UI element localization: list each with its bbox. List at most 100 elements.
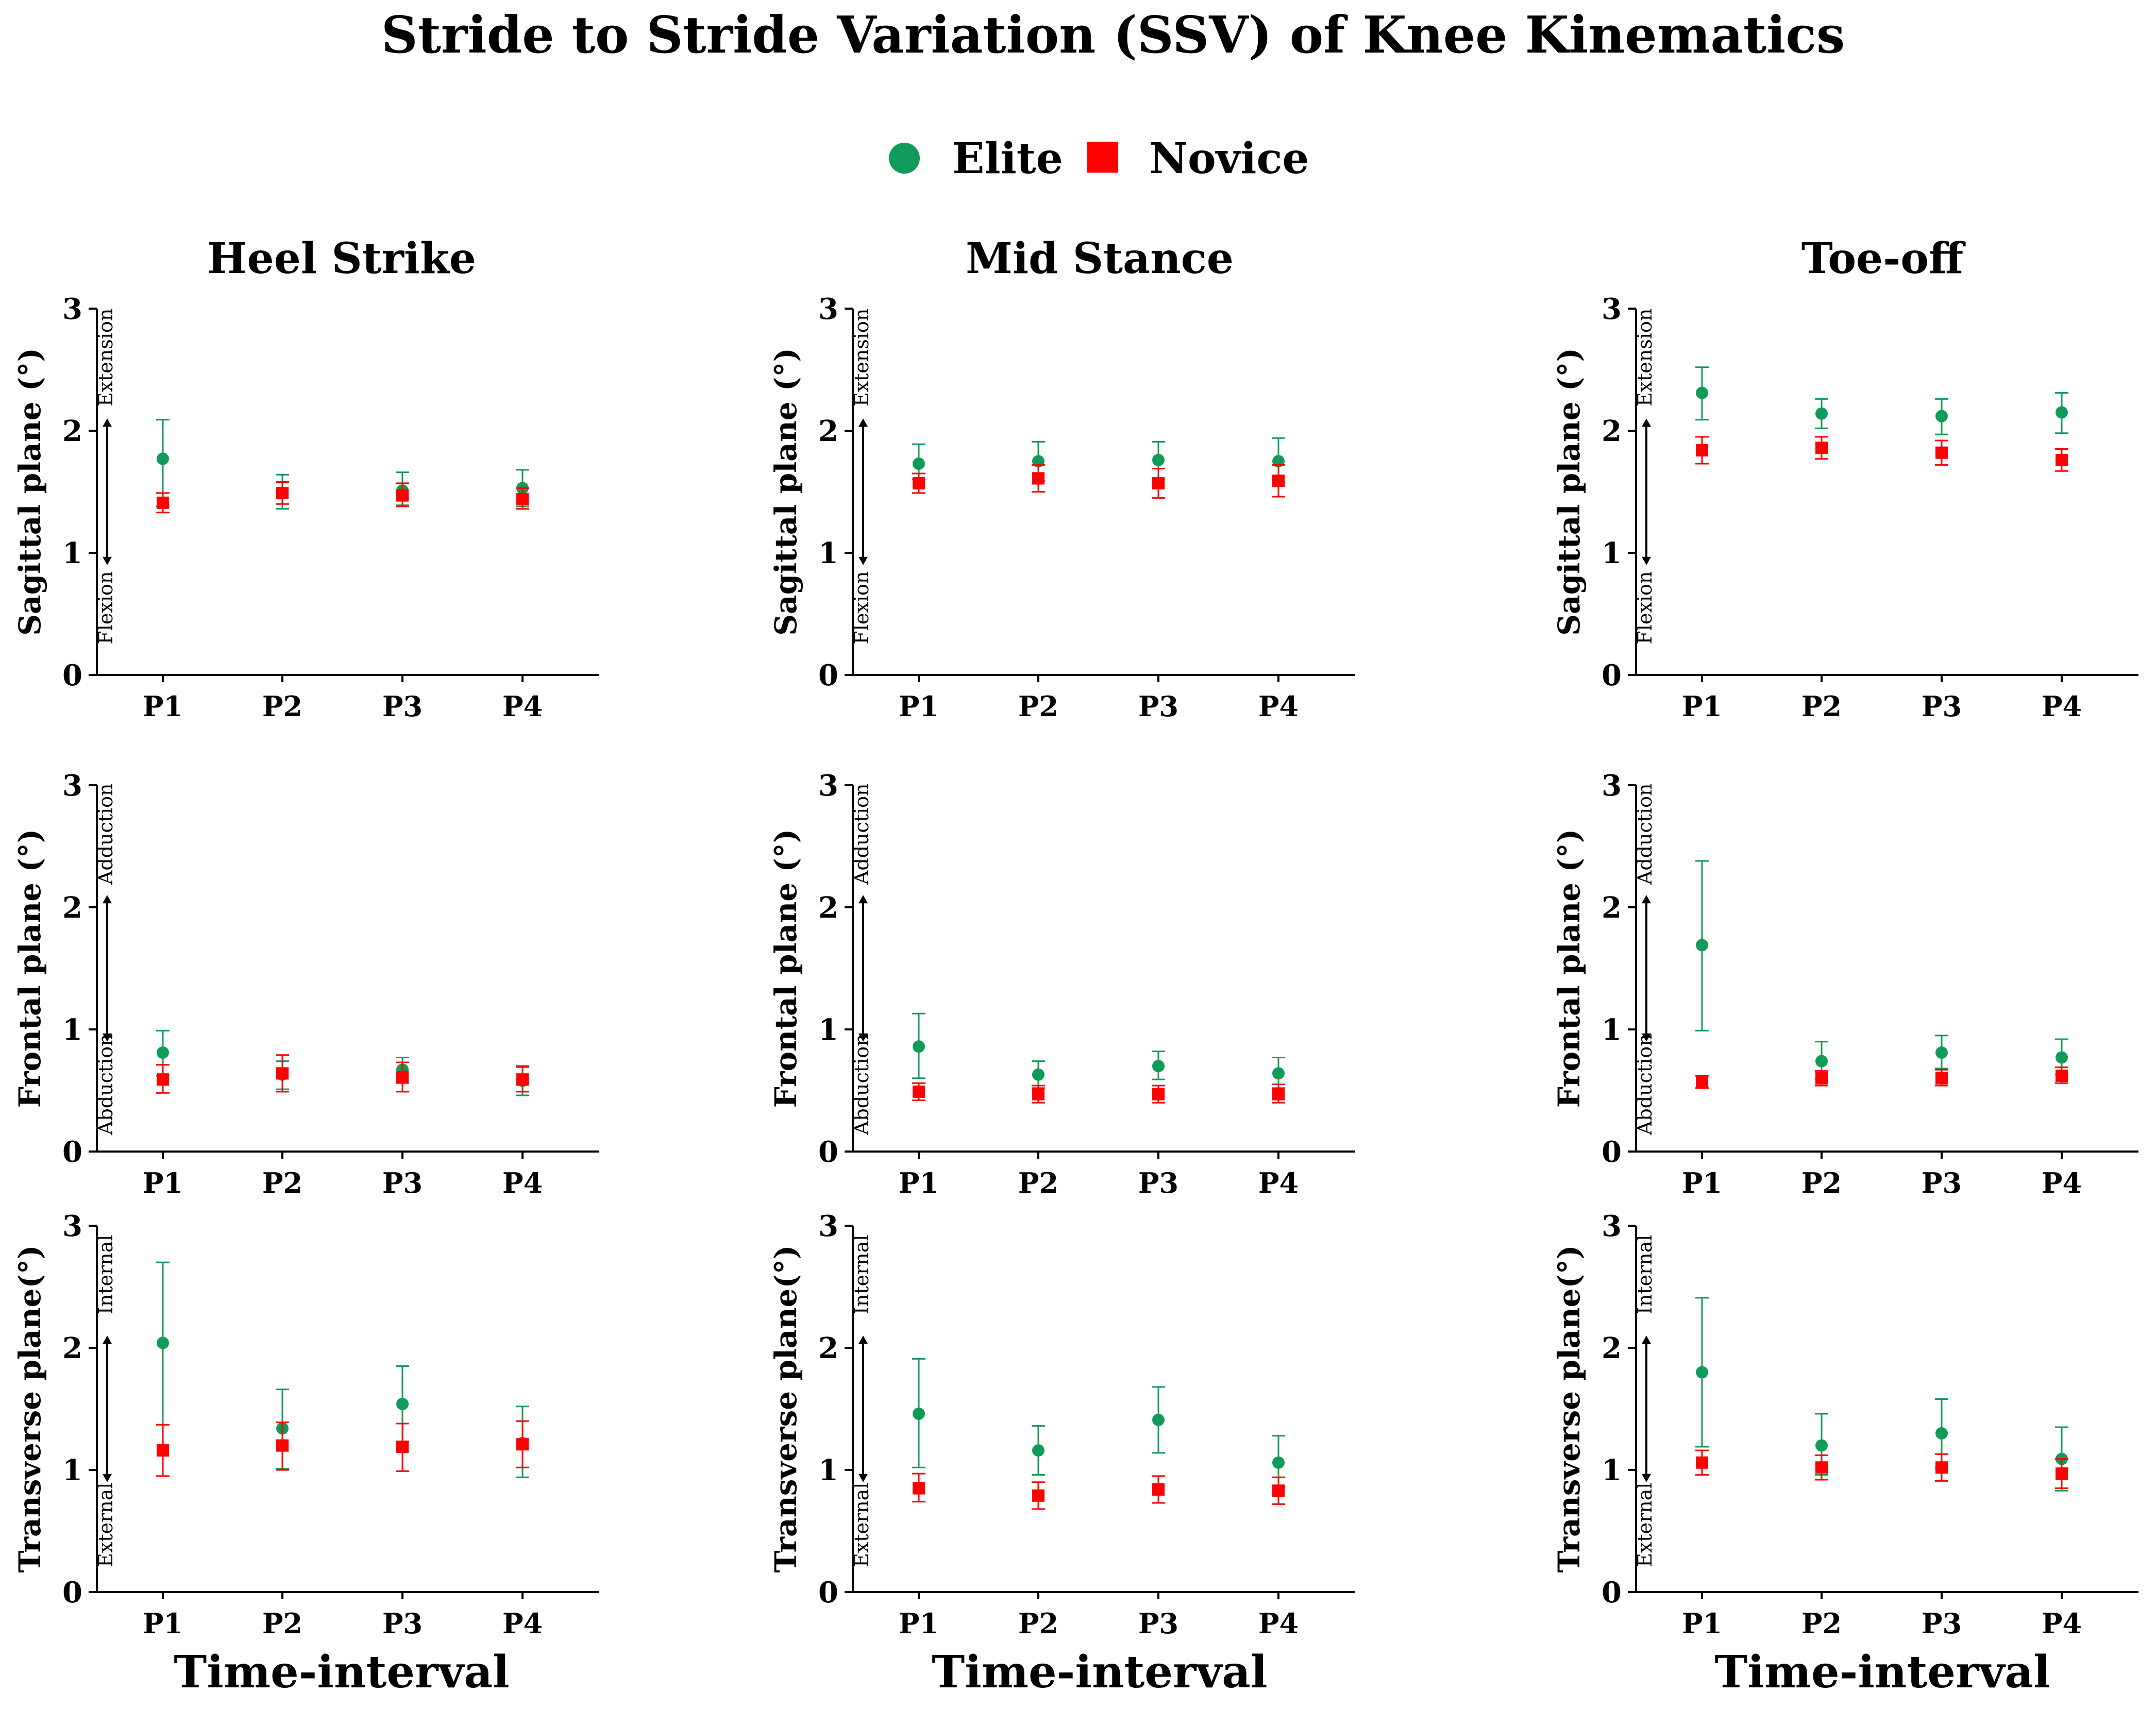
direction-label-top: Extension xyxy=(94,309,117,407)
y-tick-label: 1 xyxy=(818,1453,838,1487)
y-tick-label: 1 xyxy=(818,536,838,570)
point-elite xyxy=(1272,1067,1285,1080)
y-tick-label: 2 xyxy=(818,891,838,925)
point-novice xyxy=(1696,1456,1708,1469)
y-tick-label: 0 xyxy=(818,1576,838,1610)
panel-0-1: 0 1 2 3 P1 P2 P3 P4 Sagittal plane (°) Extension F… xyxy=(768,292,1355,723)
y-tick-label: 1 xyxy=(62,1453,82,1487)
x-tick-label: P2 xyxy=(1801,1607,1842,1640)
x-tick-label: P1 xyxy=(1682,1166,1722,1199)
x-tick-label: P2 xyxy=(262,1607,302,1640)
y-tick-label: 3 xyxy=(818,292,838,326)
y-tick-label: 3 xyxy=(1602,1209,1622,1243)
point-elite xyxy=(1152,1060,1165,1073)
x-tick-label: P3 xyxy=(382,1166,423,1199)
point-novice xyxy=(1696,1075,1708,1088)
y-tick-label: 0 xyxy=(1602,1135,1622,1169)
point-novice xyxy=(1032,1088,1045,1101)
point-novice xyxy=(2056,453,2068,466)
direction-arrow-down-head xyxy=(858,1033,868,1042)
direction-arrow-up-head xyxy=(858,1335,868,1344)
y-tick-label: 2 xyxy=(818,1331,838,1365)
direction-label-top: Extension xyxy=(850,309,873,407)
direction-arrow-down-head xyxy=(1642,1474,1651,1482)
direction-label-bottom: Flexion xyxy=(850,571,873,645)
y-tick-label: 2 xyxy=(1602,414,1622,448)
x-tick-label: P1 xyxy=(1682,1607,1722,1640)
x-tick-label: P3 xyxy=(1922,1166,1962,1199)
figure-title: Stride to Stride Variation (SSV) of Knee… xyxy=(381,6,1845,65)
direction-label-bottom: Flexion xyxy=(94,571,117,645)
point-novice xyxy=(1696,444,1708,456)
y-tick-label: 1 xyxy=(1602,1013,1622,1047)
y-tick-label: 0 xyxy=(62,658,82,692)
y-tick-label: 3 xyxy=(1602,769,1622,803)
point-novice xyxy=(157,1073,169,1086)
point-novice xyxy=(1032,472,1045,485)
column-title-mid-stance: Mid Stance xyxy=(966,234,1234,283)
direction-label-bottom: Flexion xyxy=(1633,571,1656,645)
panel-2-2: 0 1 2 3 P1 P2 P3 P4 Transverse plane(°) Internal E… xyxy=(1552,1209,2138,1640)
point-elite xyxy=(1935,410,1948,422)
point-novice xyxy=(516,493,529,505)
legend-elite-label: Elite xyxy=(952,134,1063,183)
y-tick-label: 3 xyxy=(818,769,838,803)
legend-novice-marker xyxy=(1087,142,1118,173)
direction-label-bottom: Abduction xyxy=(1633,1034,1656,1136)
x-tick-label: P3 xyxy=(1922,1607,1962,1640)
y-tick-label: 1 xyxy=(62,1013,82,1047)
x-tick-label: P4 xyxy=(1258,690,1299,723)
point-novice xyxy=(1815,1461,1828,1474)
y-tick-label: 3 xyxy=(818,1209,838,1243)
y-tick-label: 2 xyxy=(1602,891,1622,925)
direction-arrow-up-head xyxy=(858,895,868,904)
direction-label-top: Adduction xyxy=(850,783,873,885)
direction-arrow-up-head xyxy=(1642,418,1651,427)
direction-label-top: Internal xyxy=(94,1234,117,1314)
point-novice xyxy=(1815,1072,1828,1085)
direction-arrow-down-head xyxy=(1642,1033,1651,1042)
y-tick-label: 0 xyxy=(62,1576,82,1610)
y-tick-label: 1 xyxy=(1602,536,1622,570)
point-novice xyxy=(276,486,289,499)
point-novice xyxy=(1152,1088,1165,1101)
y-axis-title: Sagittal plane (°) xyxy=(768,348,803,636)
direction-label-bottom: External xyxy=(850,1482,873,1567)
legend: Elite Novice xyxy=(889,134,1309,183)
x-axis-title-mid-stance: Time-interval xyxy=(932,1646,1267,1698)
point-novice xyxy=(1152,1483,1165,1496)
point-novice xyxy=(516,1073,529,1086)
x-tick-label: P2 xyxy=(262,690,302,723)
x-tick-label: P1 xyxy=(143,1607,183,1640)
x-axis-title-toe-off: Time-interval xyxy=(1714,1646,2050,1698)
x-tick-label: P4 xyxy=(1258,1607,1299,1640)
panel-1-0: 0 1 2 3 P1 P2 P3 P4 Frontal plane (°) Adduction Ab… xyxy=(12,769,599,1199)
point-novice xyxy=(913,1482,925,1495)
x-tick-label: P3 xyxy=(1922,690,1962,723)
point-elite xyxy=(1935,1427,1948,1440)
y-axis-title: Sagittal plane (°) xyxy=(12,348,47,636)
point-elite xyxy=(1272,1456,1285,1469)
point-novice xyxy=(1032,1489,1045,1502)
point-novice xyxy=(1815,442,1828,454)
y-axis-title: Frontal plane (°) xyxy=(12,829,47,1108)
x-tick-label: P4 xyxy=(2042,1166,2082,1199)
point-elite xyxy=(1032,1068,1045,1081)
y-axis-title: Sagittal plane (°) xyxy=(1552,348,1587,636)
direction-arrow-up-head xyxy=(103,895,112,904)
point-novice xyxy=(276,1067,289,1080)
x-tick-label: P2 xyxy=(1018,690,1058,723)
point-elite xyxy=(1152,453,1165,466)
point-novice xyxy=(396,1440,409,1453)
y-tick-label: 3 xyxy=(62,1209,82,1243)
x-tick-label: P2 xyxy=(1018,1607,1058,1640)
direction-arrow-down-head xyxy=(858,1474,868,1482)
y-tick-label: 0 xyxy=(1602,1576,1622,1610)
point-elite xyxy=(1935,1046,1948,1059)
panel-2-0: 0 1 2 3 P1 P2 P3 P4 Transverse plane(°) Internal E… xyxy=(12,1209,599,1640)
y-tick-label: 1 xyxy=(1602,1453,1622,1487)
direction-arrow-up-head xyxy=(103,1335,112,1344)
direction-label-top: Internal xyxy=(850,1234,873,1314)
y-axis-title: Transverse plane(°) xyxy=(768,1245,803,1573)
